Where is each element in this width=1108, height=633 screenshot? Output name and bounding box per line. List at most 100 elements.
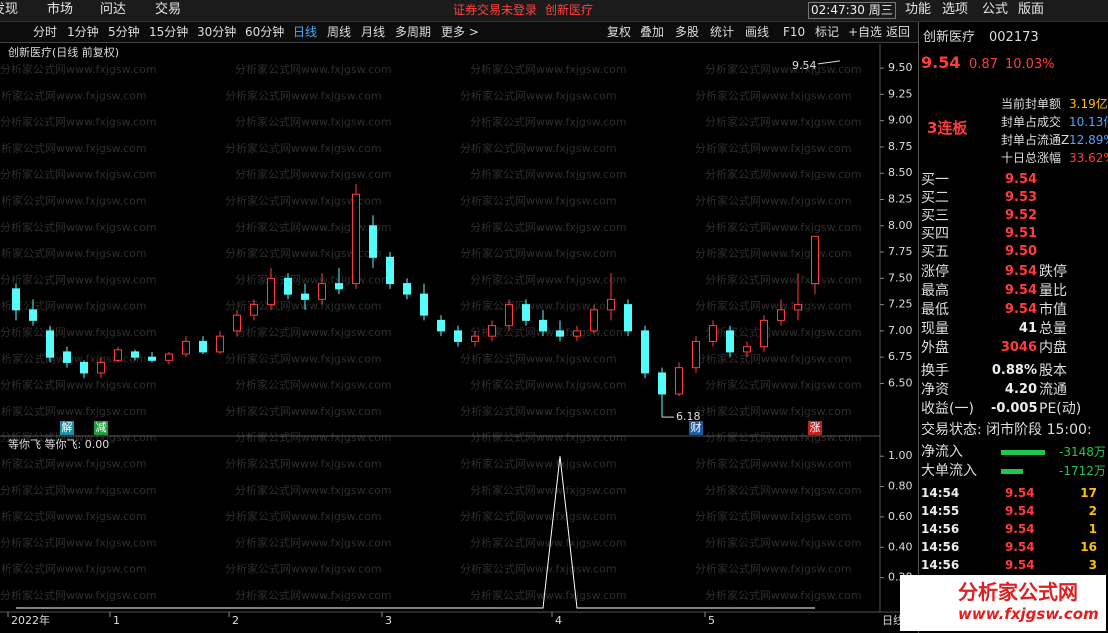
bid-level: 买四 bbox=[921, 226, 949, 242]
period-button[interactable]: 5分钟 bbox=[108, 25, 140, 39]
watermark: 分析家公式网www.fxjgsw.com bbox=[0, 404, 147, 418]
login-alert[interactable]: 证券交易未登录 bbox=[453, 3, 538, 17]
tool-button[interactable]: F10 bbox=[783, 25, 806, 39]
menu-item[interactable]: 发现 bbox=[0, 2, 19, 17]
menu-item[interactable]: 公式 bbox=[982, 2, 1009, 17]
watermark: 分析家公式网www.fxjgsw.com bbox=[225, 141, 382, 155]
seal-label: 当前封单额 bbox=[1001, 97, 1062, 111]
tool-button[interactable]: 多股 bbox=[675, 25, 700, 39]
watermark: 分析家公式网www.fxjgsw.com bbox=[460, 404, 617, 418]
period-button[interactable]: 60分钟 bbox=[245, 25, 285, 39]
bid-level: 买二 bbox=[921, 190, 949, 206]
bid-level: 买一 bbox=[921, 172, 949, 188]
menu-item[interactable]: 交易 bbox=[155, 2, 182, 17]
candle-body bbox=[284, 277, 292, 295]
seal-label: 十日总涨幅 bbox=[1001, 151, 1062, 165]
trade-time: 14:55 bbox=[921, 504, 960, 518]
trade-volume: 16 bbox=[1080, 540, 1097, 554]
watermark: 分析家公式网www.fxjgsw.com bbox=[460, 299, 617, 313]
watermark: 分析家公式网www.fxjgsw.com bbox=[235, 483, 392, 497]
menu-item[interactable]: 功能 bbox=[905, 2, 932, 17]
tool-button[interactable]: 叠加 bbox=[640, 25, 665, 39]
watermark: 分析家公式网www.fxjgsw.com bbox=[0, 246, 147, 260]
y-tick-label: 7.50 bbox=[888, 271, 913, 284]
watermark: 分析家公式网www.fxjgsw.com bbox=[225, 562, 382, 576]
candle-body bbox=[437, 319, 445, 332]
tool-button[interactable]: 统计 bbox=[710, 25, 735, 39]
watermark: 分析家公式网www.fxjgsw.com bbox=[0, 535, 157, 549]
period-button[interactable]: 15分钟 bbox=[149, 25, 189, 39]
trade-price: 9.54 bbox=[1005, 558, 1035, 572]
candle-body bbox=[709, 325, 717, 342]
tool-button[interactable]: 画线 bbox=[745, 25, 770, 39]
flow-label: 大单流入 bbox=[921, 463, 977, 479]
menu-item[interactable]: 问达 bbox=[100, 2, 127, 17]
x-tick-label: 2 bbox=[232, 614, 239, 627]
flow-bar bbox=[1001, 450, 1045, 455]
candle-body bbox=[148, 356, 156, 361]
chart: 分析家公式网www.fxjgsw.com 分析家公式网www.fxjgsw.com… bbox=[0, 44, 918, 627]
trade-price: 9.54 bbox=[1005, 522, 1035, 536]
period-button[interactable]: 月线 bbox=[361, 25, 386, 39]
candle-body bbox=[12, 288, 20, 311]
seal-value: 3.19亿 bbox=[1069, 97, 1108, 111]
watermark: 分析家公式网www.fxjgsw.com bbox=[235, 588, 392, 602]
watermark: 分析家公式网www.fxjgsw.com bbox=[695, 457, 852, 471]
logo-name: 分析家公式网 bbox=[958, 580, 1078, 604]
tool-button[interactable]: +自选 bbox=[848, 25, 883, 39]
candle-body bbox=[794, 304, 802, 311]
menu-item[interactable]: 版面 bbox=[1018, 2, 1045, 17]
y-tick-label: 7.25 bbox=[888, 298, 913, 311]
period-button[interactable]: 多周期 bbox=[395, 25, 432, 39]
menu-item[interactable]: 选项 bbox=[942, 2, 969, 17]
watermark: 分析家公式网www.fxjgsw.com bbox=[460, 457, 617, 471]
x-tick-label: 5 bbox=[708, 614, 715, 627]
period-button[interactable]: 日线 bbox=[293, 25, 318, 39]
watermark: 分析家公式网www.fxjgsw.com bbox=[0, 272, 157, 286]
indicator-title: 等你飞 等你飞: 0.00 bbox=[8, 437, 109, 451]
watermark: 分析家公式网www.fxjgsw.com bbox=[705, 378, 862, 392]
period-button[interactable]: 更多 > bbox=[441, 25, 479, 39]
tool-button[interactable]: 复权 bbox=[607, 25, 632, 39]
y-tick-label: 6.75 bbox=[888, 350, 913, 363]
stock-code: 002173 bbox=[989, 30, 1039, 45]
low-label: 6.18 bbox=[676, 410, 701, 423]
watermark: 分析家公式网www.fxjgsw.com bbox=[235, 272, 392, 286]
watermark: 分析家公式网www.fxjgsw.com bbox=[0, 220, 157, 234]
candle-body bbox=[63, 351, 71, 363]
stat-value: 4.20 bbox=[1004, 382, 1037, 397]
menu-item[interactable]: 市场 bbox=[47, 2, 74, 17]
x-tick-label: 3 bbox=[385, 614, 392, 627]
stat-label: 量比 bbox=[1039, 283, 1067, 299]
candle-body bbox=[301, 293, 309, 300]
tool-button[interactable]: 标记 bbox=[815, 25, 840, 39]
watermark: 分析家公式网www.fxjgsw.com bbox=[705, 115, 862, 129]
period-button[interactable]: 1分钟 bbox=[67, 25, 99, 39]
stat-value: 9.54 bbox=[1004, 264, 1037, 279]
tool-button[interactable]: 返回 bbox=[886, 25, 911, 39]
watermark: 分析家公式网www.fxjgsw.com bbox=[235, 220, 392, 234]
watermark: 分析家公式网www.fxjgsw.com bbox=[460, 562, 617, 576]
watermark: 分析家公式网www.fxjgsw.com bbox=[0, 167, 157, 181]
period-button[interactable]: 分时 bbox=[33, 25, 58, 39]
period-button[interactable]: 周线 bbox=[327, 25, 352, 39]
candle-body bbox=[403, 283, 411, 295]
watermark: 分析家公式网www.fxjgsw.com bbox=[235, 430, 392, 444]
watermark: 分析家公式网www.fxjgsw.com bbox=[225, 88, 382, 102]
watermark: 分析家公式网www.fxjgsw.com bbox=[470, 272, 627, 286]
y-tick-label: 1.00 bbox=[888, 449, 913, 462]
candle-body bbox=[114, 349, 122, 361]
watermark: 分析家公式网www.fxjgsw.com bbox=[705, 483, 862, 497]
candle-body bbox=[811, 235, 819, 285]
logo-box bbox=[900, 575, 1106, 631]
watermark: 分析家公式网www.fxjgsw.com bbox=[470, 483, 627, 497]
period-button[interactable]: 30分钟 bbox=[197, 25, 237, 39]
watermark: 分析家公式网www.fxjgsw.com bbox=[460, 194, 617, 208]
candle-body bbox=[46, 330, 54, 358]
candle-body bbox=[318, 283, 326, 300]
bid-price: 9.54 bbox=[1005, 172, 1038, 187]
watermark: 分析家公式网www.fxjgsw.com bbox=[0, 351, 147, 365]
stat-label: 外盘 bbox=[921, 340, 949, 356]
stat-value: 9.54 bbox=[1004, 283, 1037, 298]
watermark: 分析家公式网www.fxjgsw.com bbox=[0, 457, 147, 471]
